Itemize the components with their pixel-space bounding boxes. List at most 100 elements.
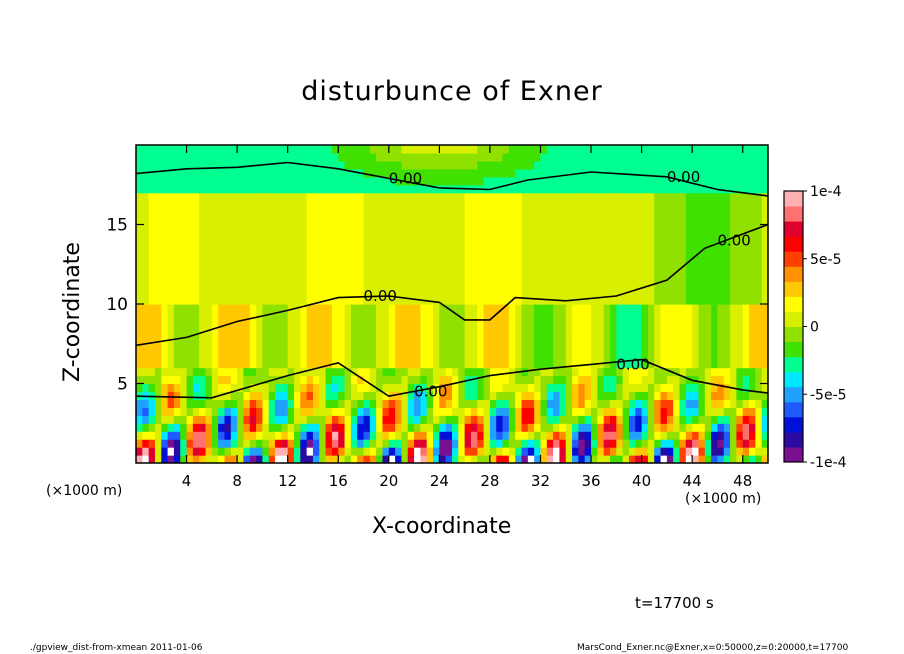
heatmap-cell (161, 375, 169, 385)
heatmap-cell (294, 447, 301, 456)
heatmap-cell (148, 264, 156, 273)
heatmap-cell (635, 248, 643, 257)
heatmap-cell (616, 439, 624, 448)
heatmap-cell (256, 232, 263, 241)
heatmap-cell (527, 240, 535, 249)
heatmap-cell (325, 280, 333, 289)
heatmap-cell (230, 232, 238, 241)
heatmap-cell (211, 176, 219, 186)
heatmap-cell (237, 311, 245, 321)
heatmap-cell (679, 319, 687, 329)
heatmap-cell (382, 264, 390, 273)
heatmap-cell (401, 152, 409, 162)
heatmap-cell (616, 256, 624, 265)
heatmap-cell (224, 304, 232, 313)
heatmap-cell (730, 152, 737, 162)
heatmap-cell (180, 296, 188, 305)
heatmap-cell (470, 407, 478, 416)
heatmap-cell (154, 216, 162, 226)
heatmap-cell (376, 192, 384, 202)
heatmap-cell (407, 391, 415, 400)
heatmap-cell (540, 367, 548, 377)
heatmap-cell (635, 200, 643, 210)
heatmap-cell (464, 383, 472, 393)
heatmap-cell (369, 415, 377, 424)
heatmap-cell (717, 319, 725, 329)
heatmap-cell (654, 359, 662, 369)
heatmap-cell (679, 145, 687, 154)
heatmap-cell (755, 160, 763, 170)
heatmap-cell (749, 176, 756, 186)
heatmap-cell (319, 152, 327, 162)
heatmap-cell (294, 319, 301, 329)
heatmap-cell (673, 415, 681, 424)
heatmap-cell (237, 335, 245, 345)
heatmap-cell (515, 152, 523, 162)
heatmap-cell (711, 375, 719, 385)
heatmap-cell (565, 439, 573, 448)
heatmap-cell (546, 335, 554, 345)
heatmap-cell (546, 280, 554, 289)
heatmap-cell (572, 391, 579, 400)
heatmap-cell (407, 431, 415, 440)
heatmap-cell (256, 391, 263, 400)
heatmap-cell (173, 343, 181, 353)
heatmap-cell (502, 280, 510, 289)
heatmap-cell (578, 152, 586, 162)
heatmap-cell (622, 447, 630, 456)
heatmap-cell (711, 152, 719, 162)
heatmap-cell (445, 415, 453, 424)
heatmap-cell (597, 439, 605, 448)
heatmap-cell (167, 232, 175, 241)
heatmap-cell (243, 272, 251, 281)
heatmap-cell (483, 168, 491, 178)
heatmap-cell (230, 367, 238, 377)
heatmap-cell (496, 367, 504, 377)
heatmap-cell (281, 351, 289, 361)
heatmap-cell (395, 391, 403, 400)
heatmap-cell (218, 343, 226, 353)
heatmap-cell (578, 145, 586, 154)
heatmap-cell (382, 343, 390, 353)
heatmap-cell (483, 264, 491, 273)
heatmap-cell (647, 447, 655, 456)
heatmap-cell (439, 447, 447, 456)
heatmap-cell (382, 168, 390, 178)
heatmap-cell (711, 232, 719, 241)
heatmap-cell (401, 455, 409, 463)
heatmap-cell (635, 391, 643, 400)
heatmap-cell (698, 359, 706, 369)
heatmap-cell (350, 383, 358, 393)
heatmap-cell (565, 319, 573, 329)
heatmap-cell (464, 399, 472, 408)
heatmap-cell (224, 145, 232, 154)
heatmap-cell (211, 304, 219, 313)
heatmap-cell (243, 264, 251, 273)
heatmap-cell (426, 407, 434, 416)
heatmap-cell (458, 296, 466, 305)
heatmap-cell (199, 184, 207, 194)
heatmap-cell (319, 176, 327, 186)
heatmap-cell (312, 415, 320, 424)
heatmap-cell (275, 391, 282, 400)
heatmap-cell (388, 455, 396, 463)
heatmap-cell (584, 145, 592, 154)
heatmap-cell (660, 232, 668, 241)
heatmap-cell (211, 248, 219, 257)
heatmap-cell (540, 351, 548, 361)
heatmap-cell (559, 375, 567, 385)
heatmap-cell (395, 248, 403, 257)
heatmap-cell (515, 224, 523, 234)
heatmap-cell (477, 431, 485, 440)
heatmap-cell (723, 327, 731, 337)
heatmap-cell (477, 391, 485, 400)
heatmap-cell (553, 200, 561, 210)
heatmap-cell (420, 343, 428, 353)
heatmap-cell (685, 264, 693, 273)
heatmap-cell (452, 359, 459, 369)
heatmap-cell (496, 439, 504, 448)
heatmap-cell (736, 256, 744, 265)
heatmap-cell (224, 256, 232, 265)
heatmap-cell (742, 216, 750, 226)
heatmap-cell (192, 431, 200, 440)
